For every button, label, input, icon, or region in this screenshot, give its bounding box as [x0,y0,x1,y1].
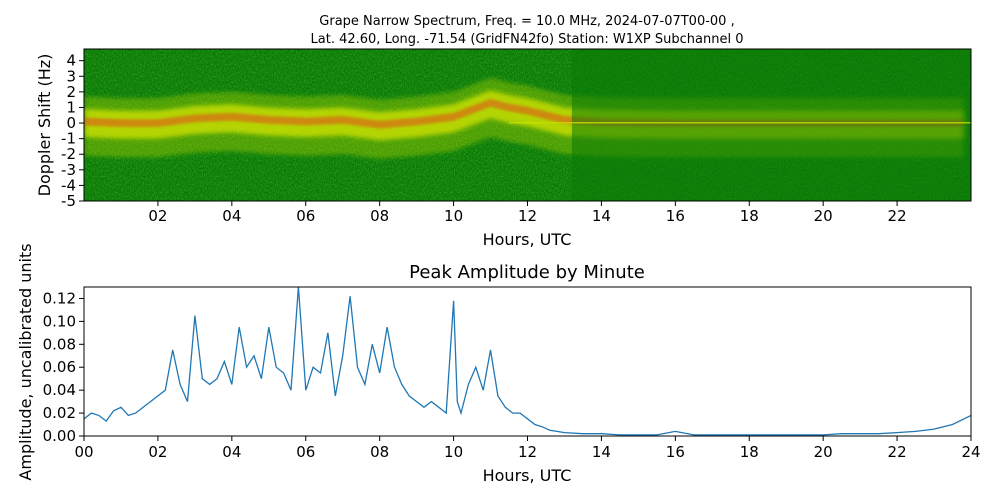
spectrum-x-tick-label: 18 [740,207,759,225]
spectrum-x-tick-label: 08 [370,207,389,225]
spectrum-y-tick-label: 1 [66,98,76,116]
figure-title-line2: Lat. 42.60, Long. -71.54 (GridFN42fo) St… [311,32,744,47]
spectrum-y-tick-label: -4 [61,176,76,194]
amplitude-x-tick-label: 22 [888,443,907,461]
spectrum-y-tick-label: -5 [61,192,76,210]
amplitude-y-tick-label: 0.10 [43,312,76,330]
doppler-band [84,49,971,201]
amplitude-x-tick-label: 24 [961,443,980,461]
amplitude-series-line [84,287,971,436]
figure-title-line1: Grape Narrow Spectrum, Freq. = 10.0 MHz,… [319,14,734,29]
spectrum-x-tick-label: 16 [666,207,685,225]
spectrum-x-tick-label: 14 [592,207,611,225]
amplitude-y-ticks: 0.00 0.02 0.04 0.06 0.08 0.10 0.12 [43,289,84,445]
amplitude-y-tick-label: 0.04 [43,381,76,399]
amplitude-x-tick-label: 06 [296,443,315,461]
spectrum-y-tick-label: -2 [61,145,76,163]
spectrum-y-tick-label: -1 [61,130,76,148]
spectrum-x-tick-label: 20 [814,207,833,225]
spectrum-y-tick-label: 0 [66,114,76,132]
amplitude-x-tick-label: 08 [370,443,389,461]
spectrum-y-axis-label: Doppler Shift (Hz) [35,54,54,197]
amplitude-y-tick-label: 0.08 [43,335,76,353]
amplitude-x-tick-label: 02 [148,443,167,461]
spectrum-y-tick-label: -3 [61,161,76,179]
amplitude-x-tick-label: 14 [592,443,611,461]
amplitude-y-tick-label: 0.12 [43,289,76,307]
amplitude-x-tick-label: 04 [222,443,241,461]
amplitude-x-tick-label: 16 [666,443,685,461]
amplitude-panel: Peak Amplitude by Minute 00 02 04 06 08 10 12 1… [16,243,981,485]
amplitude-x-tick-label: 10 [444,443,463,461]
amplitude-x-tick-label: 00 [74,443,93,461]
amplitude-x-tick-label: 20 [814,443,833,461]
amplitude-y-tick-label: 0.06 [43,358,76,376]
night-fade [571,49,971,201]
spectrum-x-tick-label: 10 [444,207,463,225]
spectrum-y-tick-label: 3 [66,67,76,85]
amplitude-x-ticks: 00 02 04 06 08 10 12 14 16 18 20 22 24 [74,436,981,461]
amplitude-y-axis-label: Amplitude, uncalibrated units [16,243,35,480]
spectrum-x-axis-label: Hours, UTC [483,230,572,249]
spectrum-x-tick-label: 06 [296,207,315,225]
amplitude-x-axis-label: Hours, UTC [483,466,572,485]
spectrum-y-tick-label: 2 [66,83,76,101]
spectrum-x-tick-label: 12 [518,207,537,225]
spectrum-x-tick-label: 02 [148,207,167,225]
spectrum-y-tick-label: 4 [66,52,76,70]
spectrum-x-ticks: 02 04 06 08 10 12 14 16 18 20 22 [148,201,907,225]
amplitude-y-tick-label: 0.00 [43,427,76,445]
amplitude-plot-area [84,287,971,436]
spectrum-x-tick-label: 22 [888,207,907,225]
amplitude-title: Peak Amplitude by Minute [409,262,645,283]
spectrum-x-tick-label: 04 [222,207,241,225]
amplitude-x-tick-label: 12 [518,443,537,461]
amplitude-x-tick-label: 18 [740,443,759,461]
amplitude-y-tick-label: 0.02 [43,404,76,422]
